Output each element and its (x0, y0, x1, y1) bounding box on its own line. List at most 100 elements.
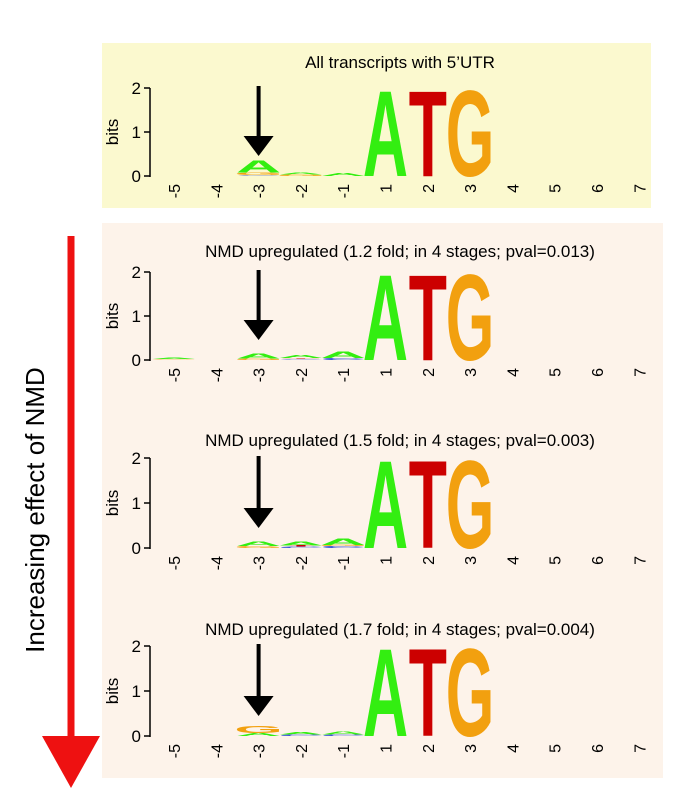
logo-letter-c: C (278, 734, 323, 736)
x-tick-label: -4 (209, 368, 226, 382)
logo-letter-c: C (321, 358, 366, 361)
logo-letter-t: T (282, 545, 320, 547)
x-tick-label: -5 (167, 744, 184, 758)
x-tick-label: -1 (336, 368, 353, 382)
x-tick-label: -2 (294, 744, 311, 758)
side-label: Increasing effect of NMD (20, 367, 50, 653)
logo-title: NMD upregulated (1.5 fold; in 4 stages; … (205, 431, 595, 450)
logo-letter-a: A (278, 354, 323, 359)
logo-letter-a: A (236, 732, 281, 737)
x-tick-label: -1 (336, 184, 353, 198)
logo-letter-t: T (409, 65, 447, 202)
marker-arrow-head (243, 136, 274, 156)
y-tick-label: 0 (132, 351, 141, 370)
x-tick-label: 2 (421, 556, 438, 565)
x-tick-label: 3 (463, 368, 480, 377)
x-tick-label: 4 (505, 368, 522, 377)
marker-arrow-head (243, 508, 274, 528)
x-tick-label: -5 (167, 184, 184, 198)
logo-letter-c: C (278, 359, 323, 360)
x-tick-label: -3 (252, 744, 269, 758)
x-tick-label: -4 (209, 184, 226, 198)
logo-letter-g: G (234, 172, 283, 176)
logo-letter-a: A (321, 172, 366, 177)
marker-arrow-head (243, 320, 274, 340)
x-tick-label: -2 (294, 556, 311, 570)
y-axis-label: bits (103, 119, 122, 145)
logo-letter-t: T (409, 623, 447, 762)
logo-title: NMD upregulated (1.7 fold; in 4 stages; … (205, 620, 595, 639)
x-tick-label: -1 (336, 744, 353, 758)
logo-letter-a: A (321, 731, 366, 736)
logo-letter-c: C (236, 175, 281, 176)
top-panel-background (102, 43, 651, 208)
logo-letter-a: A (236, 157, 281, 176)
y-axis-label: bits (103, 303, 122, 329)
y-tick-label: 0 (132, 539, 141, 558)
x-tick-label: -3 (252, 184, 269, 198)
logo-letter-a: A (151, 358, 196, 360)
y-tick-label: 0 (132, 727, 141, 746)
x-tick-label: 2 (421, 744, 438, 753)
logo-letter-g: G (234, 546, 283, 549)
x-tick-label: -5 (167, 368, 184, 382)
logo-letter-g: G (150, 359, 199, 360)
y-tick-label: 0 (132, 167, 141, 186)
logo-letter-a: A (363, 65, 408, 202)
logo-letter-a: A (321, 350, 366, 360)
logo-letter-g: G (277, 174, 326, 176)
y-tick-label: 1 (132, 494, 141, 513)
logo-letter-g: G (446, 65, 495, 202)
x-tick-label: 2 (421, 184, 438, 193)
x-tick-label: -2 (294, 184, 311, 198)
logo-panels: All transcripts with 5’UTR 0 1 2 bits -5 -4 -3 -… (103, 53, 649, 763)
x-tick-label: 5 (548, 368, 565, 377)
logo-letter-g: G (446, 249, 495, 386)
logo-letter-a: A (363, 623, 408, 762)
arrow-head (42, 736, 100, 788)
y-tick-label: 2 (132, 637, 141, 656)
sequence-logo-3: NMD upregulated (1.5 fold; in 4 stages; … (103, 431, 649, 575)
logo-title: All transcripts with 5’UTR (305, 53, 495, 72)
x-tick-label: 6 (590, 744, 607, 753)
logo-letter-a: A (278, 172, 323, 175)
x-tick-label: -3 (252, 556, 269, 570)
x-tick-label: -4 (209, 556, 226, 570)
logo-letter-a: A (321, 537, 366, 547)
x-tick-label: 7 (632, 744, 649, 753)
x-tick-label: 6 (590, 368, 607, 377)
x-tick-label: 1 (379, 184, 396, 193)
logo-letter-c: C (321, 734, 366, 736)
logo-letter-a: A (278, 731, 323, 735)
x-tick-label: -4 (209, 744, 226, 758)
y-axis-label: bits (103, 490, 122, 516)
logo-letter-a: A (236, 541, 281, 548)
logo-letter-c: C (278, 546, 323, 548)
y-tick-label: 2 (132, 79, 141, 98)
x-tick-label: 4 (505, 744, 522, 753)
x-tick-label: -1 (336, 556, 353, 570)
x-tick-label: 5 (548, 184, 565, 193)
y-tick-label: 1 (132, 307, 141, 326)
logo-letter-g: G (234, 358, 283, 360)
y-tick-label: 2 (132, 449, 141, 468)
nmd-effect-arrow (42, 236, 100, 788)
logo-letter-a: A (236, 352, 281, 360)
x-tick-label: 7 (632, 368, 649, 377)
logo-letter-a: A (363, 249, 408, 386)
sequence-logo-4: NMD upregulated (1.7 fold; in 4 stages; … (103, 620, 649, 763)
logo-letter-g: G (234, 724, 283, 735)
logo-letter-t: T (409, 435, 447, 574)
logo-letter-t: T (282, 358, 320, 359)
x-tick-label: 1 (379, 744, 396, 753)
y-tick-label: 1 (132, 682, 141, 701)
x-tick-label: 4 (505, 184, 522, 193)
x-tick-label: 5 (548, 556, 565, 565)
logo-letter-a: A (278, 541, 323, 547)
y-tick-label: 1 (132, 123, 141, 142)
x-tick-label: -2 (294, 368, 311, 382)
x-tick-label: 2 (421, 368, 438, 377)
x-tick-label: 3 (463, 556, 480, 565)
x-tick-label: 4 (505, 556, 522, 565)
sequence-logo-2: NMD upregulated (1.2 fold; in 4 stages; … (103, 242, 649, 386)
